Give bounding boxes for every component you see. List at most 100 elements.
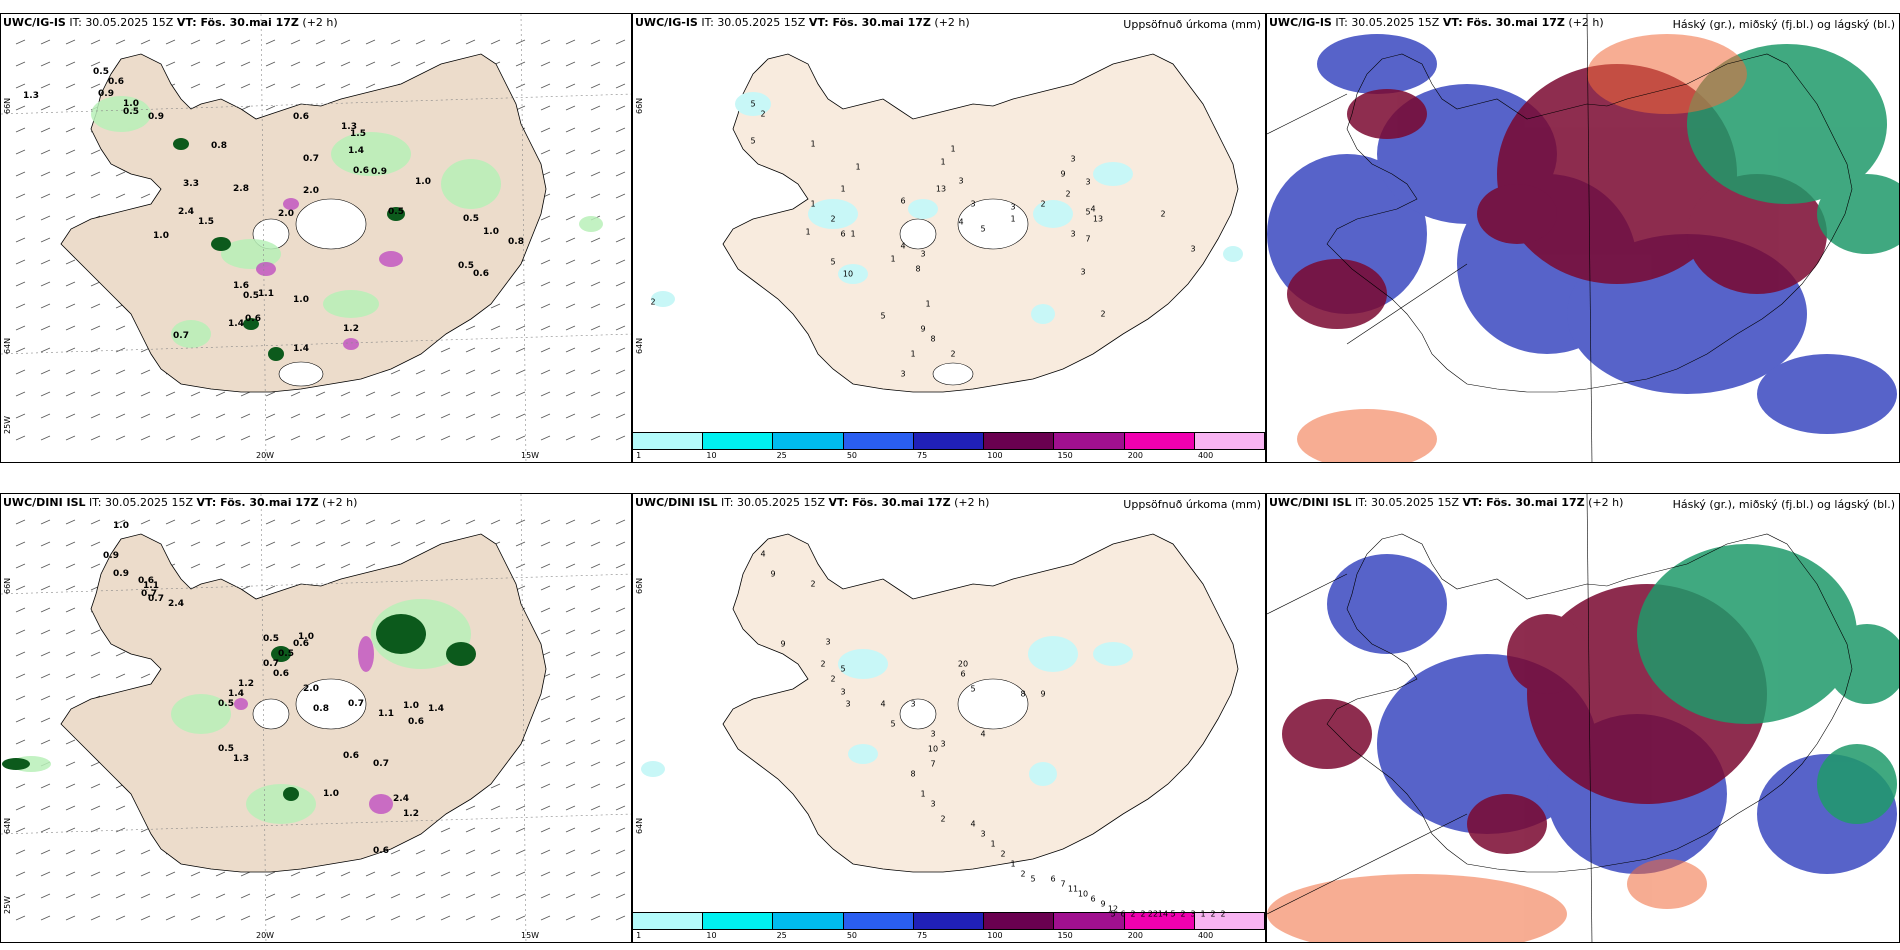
precip-value-label: 10 <box>842 269 854 279</box>
precip-value-label: 0.6 <box>353 166 369 176</box>
wind-barb <box>40 827 51 833</box>
legend-swatch <box>1054 433 1125 449</box>
wind-barb <box>515 761 526 767</box>
glacier-hofsjokull <box>899 218 937 250</box>
wind-barb <box>40 915 51 921</box>
wind-barb <box>115 871 126 877</box>
wind-barb <box>240 413 251 419</box>
precip-value-label: 1 <box>910 349 916 359</box>
wind-barb <box>615 237 626 243</box>
wind-barb <box>540 805 551 811</box>
glacier-myrdals <box>932 362 974 386</box>
wind-barb <box>565 585 576 591</box>
wind-barb <box>340 83 351 89</box>
precip-value-label: 4 <box>900 241 906 251</box>
wind-barb <box>565 739 576 745</box>
wind-barb <box>340 563 351 569</box>
precip-value-label: 2.4 <box>393 794 409 804</box>
wind-barb <box>265 585 276 591</box>
wind-barb <box>15 805 26 811</box>
precip-value-label: 8 <box>1020 689 1026 699</box>
wind-barb <box>90 413 101 419</box>
wind-barb <box>615 413 626 419</box>
wind-barb <box>90 193 101 199</box>
wind-barb <box>465 347 476 353</box>
precip-value-label: 1.0 <box>293 295 309 305</box>
wind-barb <box>590 83 601 89</box>
precip-value-label: 6 <box>1090 894 1096 904</box>
wind-barb <box>540 39 551 45</box>
wind-barb <box>40 39 51 45</box>
precip-value-label: 1.6 <box>233 281 249 291</box>
precip-value-label: 1.2 <box>238 679 254 689</box>
wind-barb <box>615 369 626 375</box>
precip-value-label: 5 <box>1110 909 1116 919</box>
wind-barb <box>565 83 576 89</box>
precip-value-label: 1 <box>920 789 926 799</box>
lat-label-66n: 66N <box>635 577 644 594</box>
wind-barb <box>390 61 401 67</box>
wind-barb <box>190 435 201 441</box>
wind-barb <box>90 171 101 177</box>
wind-barb <box>15 347 26 353</box>
legend-swatch <box>913 913 985 929</box>
wind-barb <box>590 519 601 525</box>
wind-barb <box>565 149 576 155</box>
wind-barb <box>265 391 276 397</box>
wind-barb <box>565 783 576 789</box>
wind-barb <box>65 585 76 591</box>
precip-value-label: 1.4 <box>228 319 244 329</box>
wind-barb <box>615 391 626 397</box>
wind-barb <box>40 413 51 419</box>
wind-barb <box>590 541 601 547</box>
legend-swatch <box>773 433 844 449</box>
wind-barb <box>515 827 526 833</box>
wind-barb <box>40 347 51 353</box>
precip-value-label: 5 <box>830 257 836 267</box>
precip-value-label: 2.4 <box>178 207 194 217</box>
legend-tick-label: 400 <box>1197 931 1214 940</box>
glacier-vatnajokull <box>957 678 1029 730</box>
lat-label-64n: 64N <box>3 337 12 354</box>
wind-barb <box>40 435 51 441</box>
precip-value-label: 0.6 <box>343 751 359 761</box>
wind-barb <box>465 325 476 331</box>
precip-value-label: 2.4 <box>168 599 184 609</box>
wind-barb <box>90 651 101 657</box>
wind-barb <box>340 871 351 877</box>
wind-barb <box>440 413 451 419</box>
wind-barb <box>490 369 501 375</box>
precip-value-label: 5 <box>750 136 756 146</box>
wind-barb <box>590 171 601 177</box>
wind-barb <box>515 563 526 569</box>
wind-barb <box>215 39 226 45</box>
precip-value-label: 1.1 <box>378 709 394 719</box>
wind-barb <box>190 871 201 877</box>
wind-barb <box>590 237 601 243</box>
precip-value-label: 1.2 <box>403 809 419 819</box>
precip-value-label: 2 <box>1210 909 1216 919</box>
precip-value-label: 0.5 <box>463 214 479 224</box>
wind-barb <box>215 83 226 89</box>
precip-value-label: 9 <box>1060 169 1066 179</box>
precip-green <box>91 96 603 348</box>
wind-barb <box>65 739 76 745</box>
precip-cyan <box>641 636 1133 786</box>
wind-barb <box>365 563 376 569</box>
wind-barb <box>590 805 601 811</box>
lon-label-15w: 15W <box>521 931 540 940</box>
panel-title: UWC/IG-IS IT: 30.05.2025 15Z VT: Fös. 30… <box>1269 16 1604 29</box>
wind-barb <box>465 391 476 397</box>
precip-value-label: 2 <box>1130 909 1136 919</box>
wind-barb <box>215 435 226 441</box>
wind-barb <box>15 149 26 155</box>
precip-value-label: 0.7 <box>173 331 189 341</box>
precip-value-label: 5 <box>890 719 896 729</box>
wind-barb <box>340 413 351 419</box>
wind-barb <box>90 849 101 855</box>
wind-barb <box>90 39 101 45</box>
wind-barb <box>540 541 551 547</box>
wind-barb <box>590 61 601 67</box>
wind-barb <box>15 783 26 789</box>
wind-barb <box>415 413 426 419</box>
